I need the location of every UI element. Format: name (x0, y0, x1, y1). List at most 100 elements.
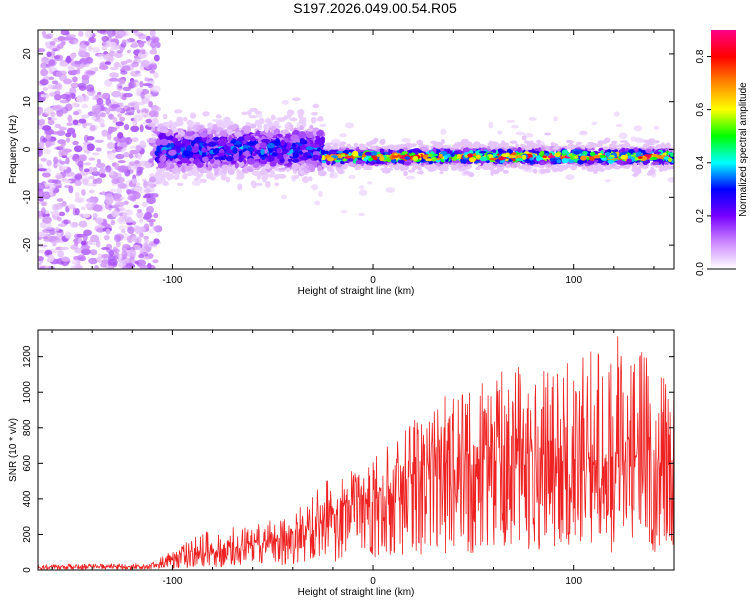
spectrogram-blob (38, 256, 44, 262)
snr-y-tick-label: 200 (22, 526, 33, 543)
spectrogram-blob (38, 124, 44, 130)
spectrogram-blob (305, 146, 314, 151)
spectrogram-blob (213, 167, 221, 172)
spectrogram-blob (58, 211, 66, 217)
spectrogram-blob (489, 157, 497, 161)
spectrogram-blob (111, 148, 117, 154)
spectrogram-blob (276, 147, 282, 154)
spectrogram-blob (642, 160, 648, 166)
spectrogram-blob (317, 165, 322, 172)
spectrogram-blob (59, 61, 69, 67)
spectrogram-blob (439, 162, 444, 165)
spectrogram-blob (497, 167, 503, 172)
spectrogram-blob (235, 176, 244, 180)
spectrogram-blob (88, 36, 97, 43)
spectrogram-blob (110, 219, 116, 226)
spectrogram-blob (278, 167, 287, 171)
spectrogram-blob (280, 139, 286, 146)
spectrogram-blob (146, 205, 154, 214)
spectrogram-blob (609, 143, 617, 148)
spectrogram-blob (570, 165, 578, 171)
spectrogram-blob (151, 85, 161, 93)
spectrogram-blob (654, 164, 661, 168)
spectrogram-blob (99, 112, 106, 118)
spectrogram-blob (633, 125, 643, 132)
spectrogram-blob (667, 157, 673, 163)
spectrogram-blob (123, 200, 129, 206)
spectrogram-blob (620, 154, 627, 160)
spectrogram-blob (427, 153, 433, 158)
spectrogram-blob (237, 183, 243, 191)
spectrogram-blob (266, 168, 271, 173)
spectrogram-blob (38, 249, 46, 254)
spectrogram-blob (101, 253, 110, 259)
spectrogram-blob (572, 144, 578, 148)
spectrogram-blob (133, 114, 144, 122)
spectrogram-blob (326, 157, 335, 162)
spectrogram-blob (633, 162, 637, 167)
spectrogram-blob (99, 173, 107, 178)
spectrogram-blob (510, 147, 518, 151)
spectrogram-blob (645, 148, 652, 154)
spectrogram-blob (232, 153, 239, 162)
spectrogram-blob (640, 149, 646, 153)
spectrogram-blob (620, 165, 625, 169)
spectrogram-blob (135, 144, 142, 152)
spectrogram-blob (161, 129, 169, 133)
spectrogram-blob (408, 152, 416, 156)
spectrogram-blob (78, 49, 86, 57)
spectrogram-blob (260, 148, 265, 156)
spectrogram-blob (192, 153, 202, 159)
spectrogram-blob (633, 169, 642, 174)
spectrogram-blob (501, 153, 510, 158)
spectrogram-blob (492, 149, 497, 154)
spectrogram-blob (319, 123, 327, 128)
spectrogram-blob (72, 110, 79, 116)
spectrogram-blob (169, 142, 175, 148)
spectrogram-blob (339, 133, 347, 138)
spectrogram-blob (440, 128, 447, 136)
spectrogram-blob (46, 51, 52, 58)
spectrogram-blob (498, 156, 505, 161)
spectrogram-blob (76, 95, 84, 103)
spectrogram-blob (125, 59, 133, 63)
spectrogram-blob (65, 157, 70, 165)
spectrogram-blob (344, 122, 355, 129)
spectrogram-blob (339, 144, 345, 148)
spectrogram-blob (176, 160, 183, 165)
spectrogram-blob (57, 223, 67, 227)
spectrogram-blob (668, 148, 674, 152)
spectrogram-blob (131, 30, 139, 34)
spectrogram-blob (379, 148, 385, 154)
spectrogram-blob (108, 41, 117, 48)
spectrogram-blob (120, 228, 126, 234)
spectrogram-blob (91, 152, 100, 156)
spectrogram-y-tick-label: 10 (22, 96, 33, 108)
spectrogram-blob (420, 162, 425, 166)
spectrogram-blob (186, 171, 193, 177)
spectrogram-blob (118, 212, 123, 217)
spectrogram-blob (38, 182, 46, 191)
spectrogram-blob (85, 84, 95, 92)
spectrogram-blob (487, 154, 493, 157)
spectrogram-blob (61, 154, 68, 159)
spectrogram-blob (153, 212, 159, 219)
spectrogram-blob (149, 70, 156, 74)
spectrogram-blob (230, 139, 237, 144)
spectrogram-blob (395, 167, 400, 170)
spectrogram-blob (111, 210, 120, 218)
spectrogram-blob (55, 71, 63, 78)
spectrogram-blob (38, 147, 43, 155)
spectrogram-blob (216, 127, 223, 132)
spectrogram-blob (38, 168, 47, 172)
spectrogram-blob (38, 231, 47, 238)
spectrogram-blob (89, 124, 96, 132)
spectrogram-blob (58, 126, 67, 131)
spectrogram-blob (136, 236, 142, 244)
spectrogram-blob (472, 148, 477, 152)
spectrogram-blob (162, 113, 168, 120)
spectrogram-blob (52, 242, 57, 247)
spectrogram-blob (84, 30, 93, 38)
